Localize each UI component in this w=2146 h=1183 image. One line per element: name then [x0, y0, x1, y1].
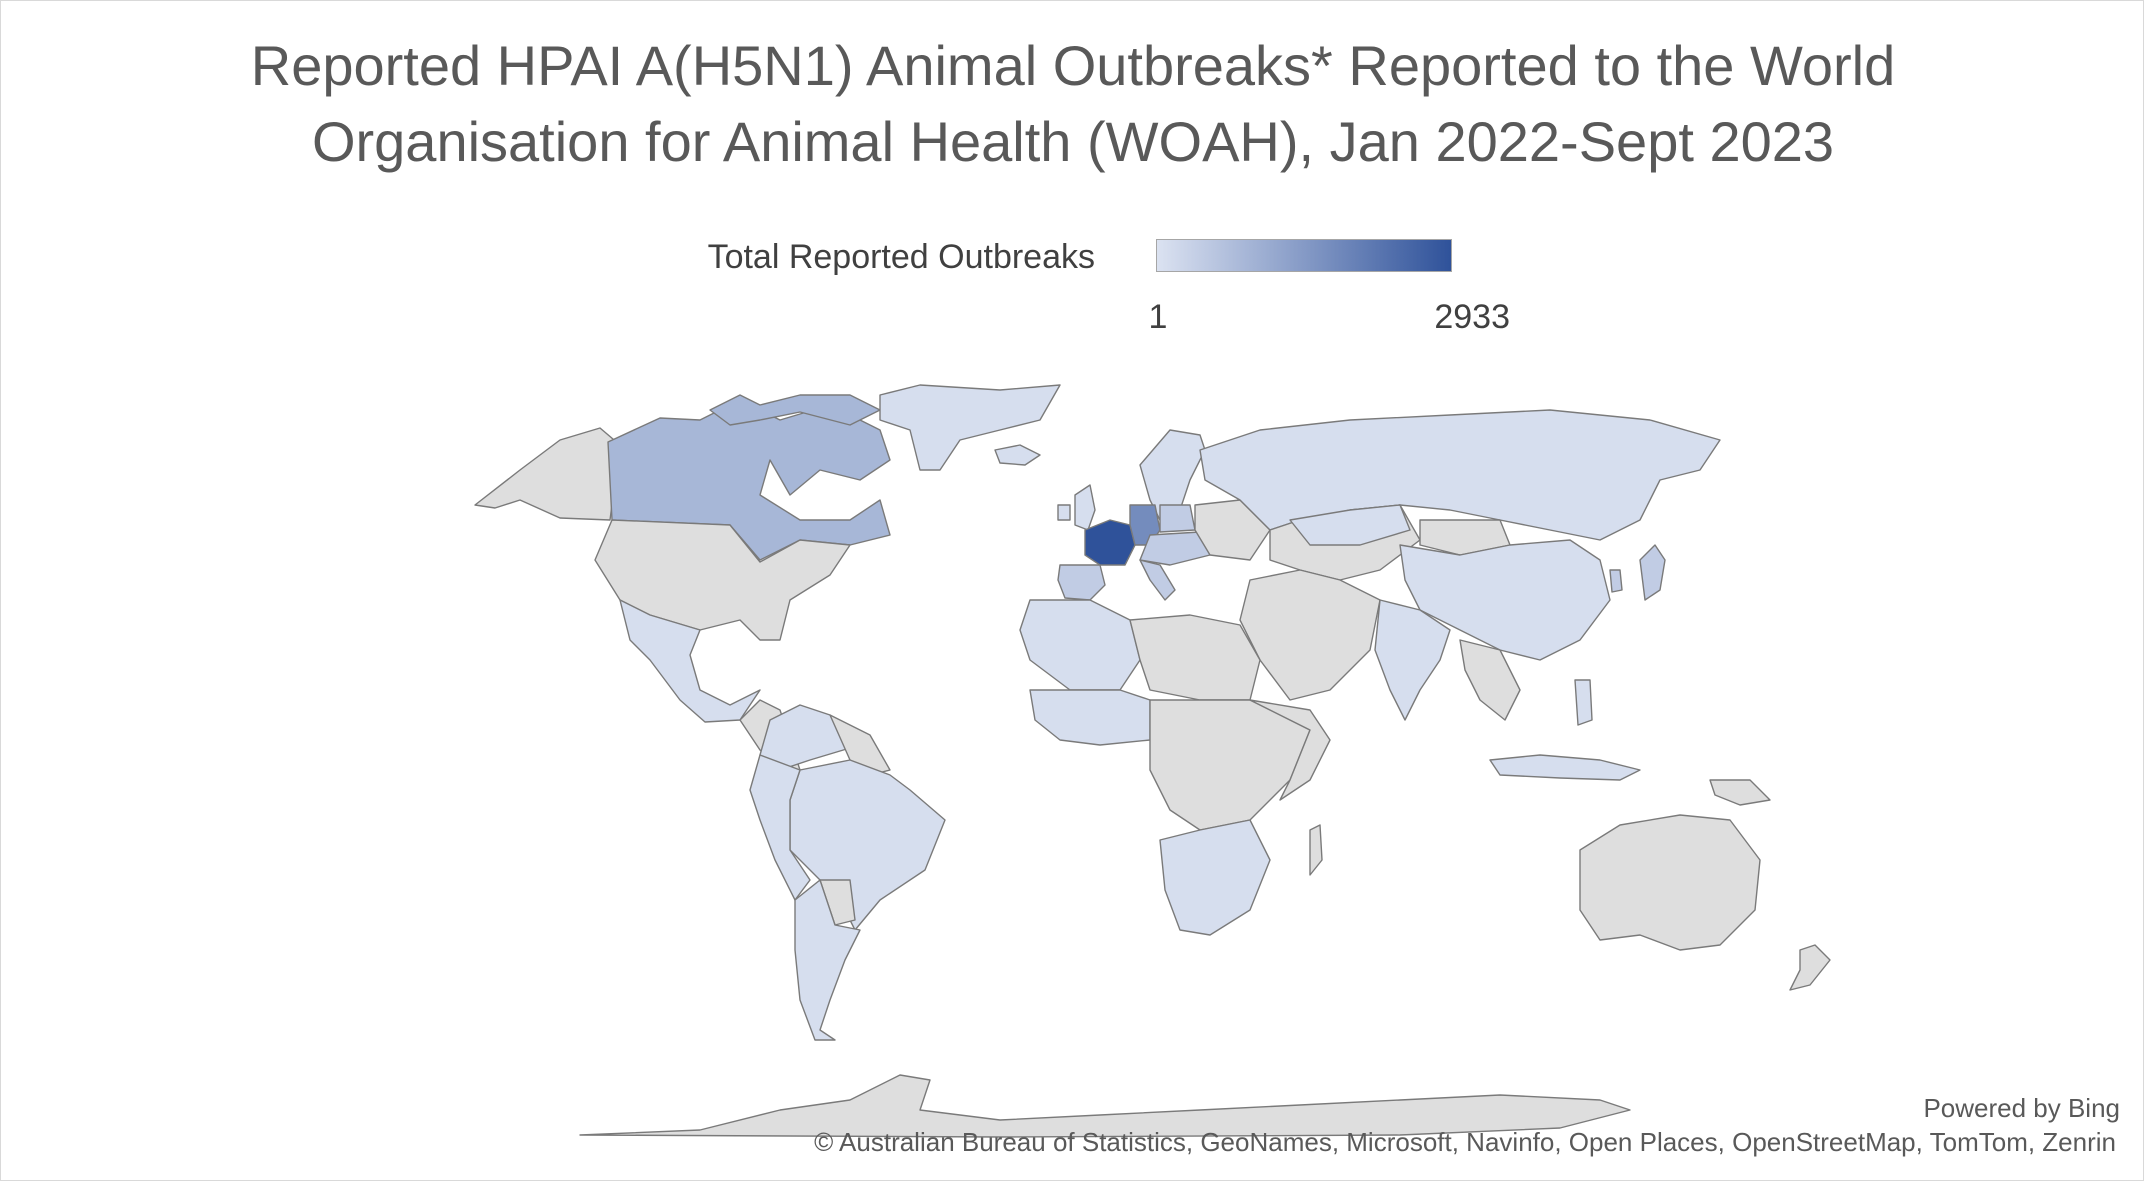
region-southeast-asia [1459, 639, 1521, 721]
region-italy [1139, 559, 1176, 601]
region-new-zealand [1789, 944, 1831, 991]
map-title-line-1: Reported HPAI A(H5N1) Animal Outbreaks* … [250, 34, 1896, 97]
region-southern-africa [1159, 819, 1271, 936]
map-title-line-2: Organisation for Animal Health (WOAH), J… [311, 110, 1835, 173]
legend-max-label: 2933 [1434, 298, 1510, 336]
region-andes [749, 754, 811, 901]
legend-color-scale [1156, 239, 1452, 272]
region-japan [1639, 544, 1666, 601]
region-north-africa-east [1129, 614, 1261, 701]
legend-min-label: 1 [1148, 298, 1168, 336]
region-iberia [1057, 564, 1106, 601]
region-mexico [619, 599, 761, 723]
region-antarctica [579, 1074, 1631, 1138]
region-alaska [474, 427, 621, 521]
region-india [1374, 599, 1451, 721]
region-north-africa-west [1019, 599, 1141, 691]
region-philippines [1574, 679, 1593, 726]
region-argentina-chile [794, 879, 861, 1041]
region-france [1084, 519, 1136, 566]
region-iceland [994, 444, 1041, 466]
region-east-africa [1249, 699, 1331, 801]
region-madagascar [1309, 824, 1323, 876]
region-greenland [879, 384, 1061, 471]
region-kazakhstan [1289, 504, 1411, 546]
credit-powered-by: Powered by Bing [1923, 1093, 2120, 1123]
region-central-europe [1139, 531, 1211, 566]
region-ireland [1057, 504, 1071, 521]
region-poland [1159, 504, 1196, 533]
region-west-africa [1029, 689, 1151, 746]
region-australia [1579, 814, 1761, 951]
region-papua [1709, 779, 1771, 806]
region-central-africa [1149, 699, 1311, 831]
region-middle-east [1239, 569, 1381, 701]
map-title: Reported HPAI A(H5N1) Animal Outbreaks* … [0, 28, 2146, 180]
region-indonesia [1489, 754, 1641, 781]
region-uk [1074, 484, 1096, 531]
region-korea [1609, 569, 1623, 593]
credit-sources: © Australian Bureau of Statistics, GeoNa… [814, 1127, 2116, 1157]
legend-title: Total Reported Outbreaks [707, 238, 1095, 276]
